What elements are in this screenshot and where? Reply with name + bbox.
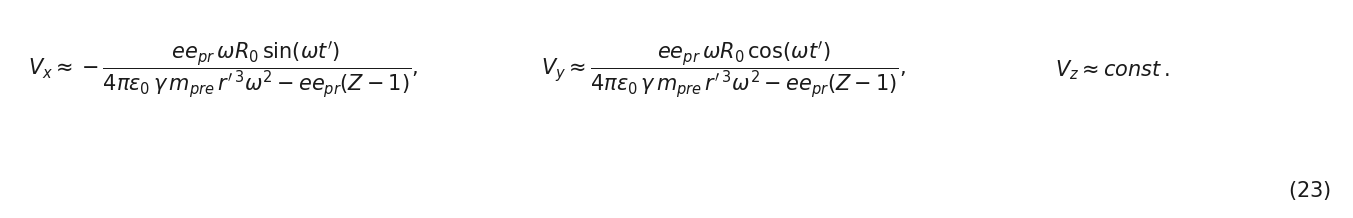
Text: $V_y \approx \dfrac{ee_{pr}\,\omega R_0\,\cos\!\left(\omega t'\right)}{4\pi\vare: $V_y \approx \dfrac{ee_{pr}\,\omega R_0\… (541, 40, 907, 101)
Text: $(23)$: $(23)$ (1288, 179, 1331, 202)
Text: $V_x \approx -\dfrac{ee_{pr}\,\omega R_0\,\sin\!\left(\omega t'\right)}{4\pi\var: $V_x \approx -\dfrac{ee_{pr}\,\omega R_0… (28, 40, 419, 101)
Text: $V_z \approx const\,.$: $V_z \approx const\,.$ (1054, 58, 1169, 82)
